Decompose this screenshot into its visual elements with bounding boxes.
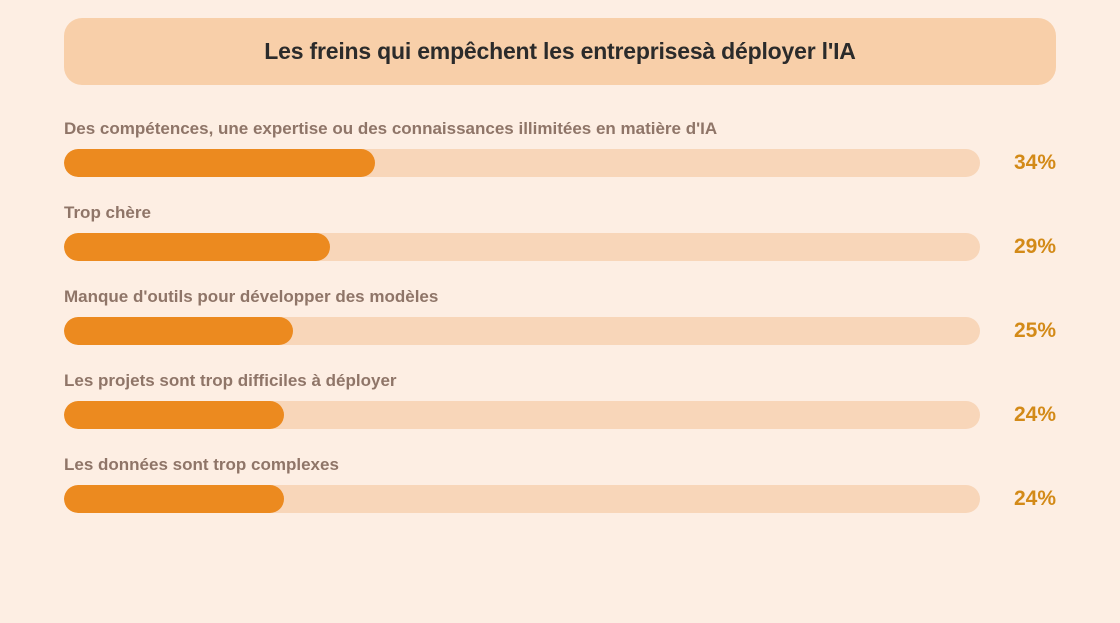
bar-track	[64, 233, 980, 261]
bar-fill	[64, 485, 284, 513]
bar-label: Manque d'outils pour développer des modè…	[64, 287, 1056, 307]
bar-body: 24%	[64, 485, 1056, 513]
chart-title: Les freins qui empêchent les entreprises…	[88, 38, 1032, 65]
bar-track	[64, 317, 980, 345]
bar-track	[64, 401, 980, 429]
bar-row: Des compétences, une expertise ou des co…	[64, 119, 1056, 177]
bar-body: 34%	[64, 149, 1056, 177]
bar-row: Les données sont trop complexes 24%	[64, 455, 1056, 513]
bar-body: 25%	[64, 317, 1056, 345]
bar-fill	[64, 317, 293, 345]
bar-label: Trop chère	[64, 203, 1056, 223]
bar-value: 25%	[1000, 319, 1056, 343]
bar-row: Trop chère 29%	[64, 203, 1056, 261]
bar-track	[64, 485, 980, 513]
bar-label: Les données sont trop complexes	[64, 455, 1056, 475]
bar-row: Manque d'outils pour développer des modè…	[64, 287, 1056, 345]
bar-label: Les projets sont trop difficiles à déplo…	[64, 371, 1056, 391]
bar-fill	[64, 233, 330, 261]
bar-track	[64, 149, 980, 177]
bar-value: 24%	[1000, 403, 1056, 427]
bar-value: 24%	[1000, 487, 1056, 511]
bar-label: Des compétences, une expertise ou des co…	[64, 119, 1056, 139]
bar-body: 29%	[64, 233, 1056, 261]
bar-row: Les projets sont trop difficiles à déplo…	[64, 371, 1056, 429]
bar-value: 29%	[1000, 235, 1056, 259]
bar-fill	[64, 401, 284, 429]
chart-title-bar: Les freins qui empêchent les entreprises…	[64, 18, 1056, 85]
bar-body: 24%	[64, 401, 1056, 429]
bar-value: 34%	[1000, 151, 1056, 175]
bar-fill	[64, 149, 375, 177]
chart-rows: Des compétences, une expertise ou des co…	[28, 119, 1092, 513]
